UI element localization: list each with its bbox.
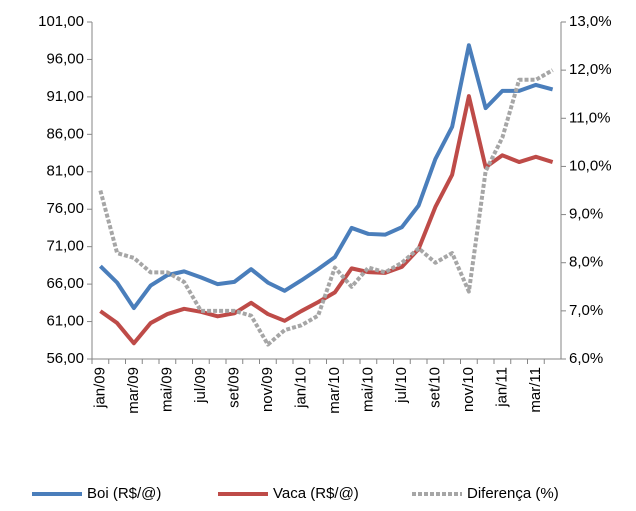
- y-tick-label: 96,00: [46, 50, 84, 67]
- y-tick-label: 101,00: [38, 13, 84, 30]
- x-tick-label: mai/10: [359, 367, 376, 412]
- x-tick-label: nov/09: [259, 367, 276, 412]
- y-tick-label: 86,00: [46, 125, 84, 142]
- y2-tick-label: 7,0%: [569, 302, 603, 319]
- x-tick-label: mai/09: [158, 367, 175, 412]
- x-tick-label: mar/10: [326, 367, 343, 414]
- series-line: [98, 68, 554, 347]
- x-tick-label: mar/09: [125, 367, 142, 414]
- legend-label: Diferença (%): [467, 485, 559, 502]
- y-tick-label: 71,00: [46, 238, 84, 255]
- legend-label: Vaca (R$/@): [273, 485, 359, 502]
- series-line: [99, 94, 554, 346]
- x-tick-label: set/10: [426, 367, 443, 408]
- x-tick-label: mar/11: [527, 367, 544, 413]
- y2-tick-label: 13,0%: [569, 13, 612, 30]
- x-tick-label: nov/10: [460, 367, 477, 412]
- x-tick-label: jul/10: [393, 367, 410, 404]
- x-tick-label: jul/09: [192, 367, 209, 404]
- y-tick-label: 56,00: [46, 350, 84, 367]
- y-tick-label: 81,00: [46, 163, 84, 180]
- y2-tick-label: 10,0%: [569, 157, 612, 174]
- y-tick-label: 76,00: [46, 200, 84, 217]
- series-line: [98, 43, 554, 311]
- y2-tick-label: 11,0%: [569, 109, 610, 126]
- legend-label: Boi (R$/@): [87, 485, 161, 502]
- x-tick-label: jan/10: [292, 367, 309, 409]
- x-tick-label: jan/11: [493, 367, 510, 408]
- y-tick-label: 66,00: [46, 275, 84, 292]
- y2-tick-label: 12,0%: [569, 61, 612, 78]
- y2-tick-label: 6,0%: [569, 350, 603, 367]
- y-tick-label: 61,00: [46, 313, 84, 330]
- x-tick-label: set/09: [225, 367, 242, 408]
- y-tick-label: 91,00: [46, 88, 84, 105]
- y2-tick-label: 9,0%: [569, 206, 603, 223]
- y2-tick-label: 8,0%: [569, 254, 603, 271]
- x-tick-label: jan/09: [91, 367, 108, 409]
